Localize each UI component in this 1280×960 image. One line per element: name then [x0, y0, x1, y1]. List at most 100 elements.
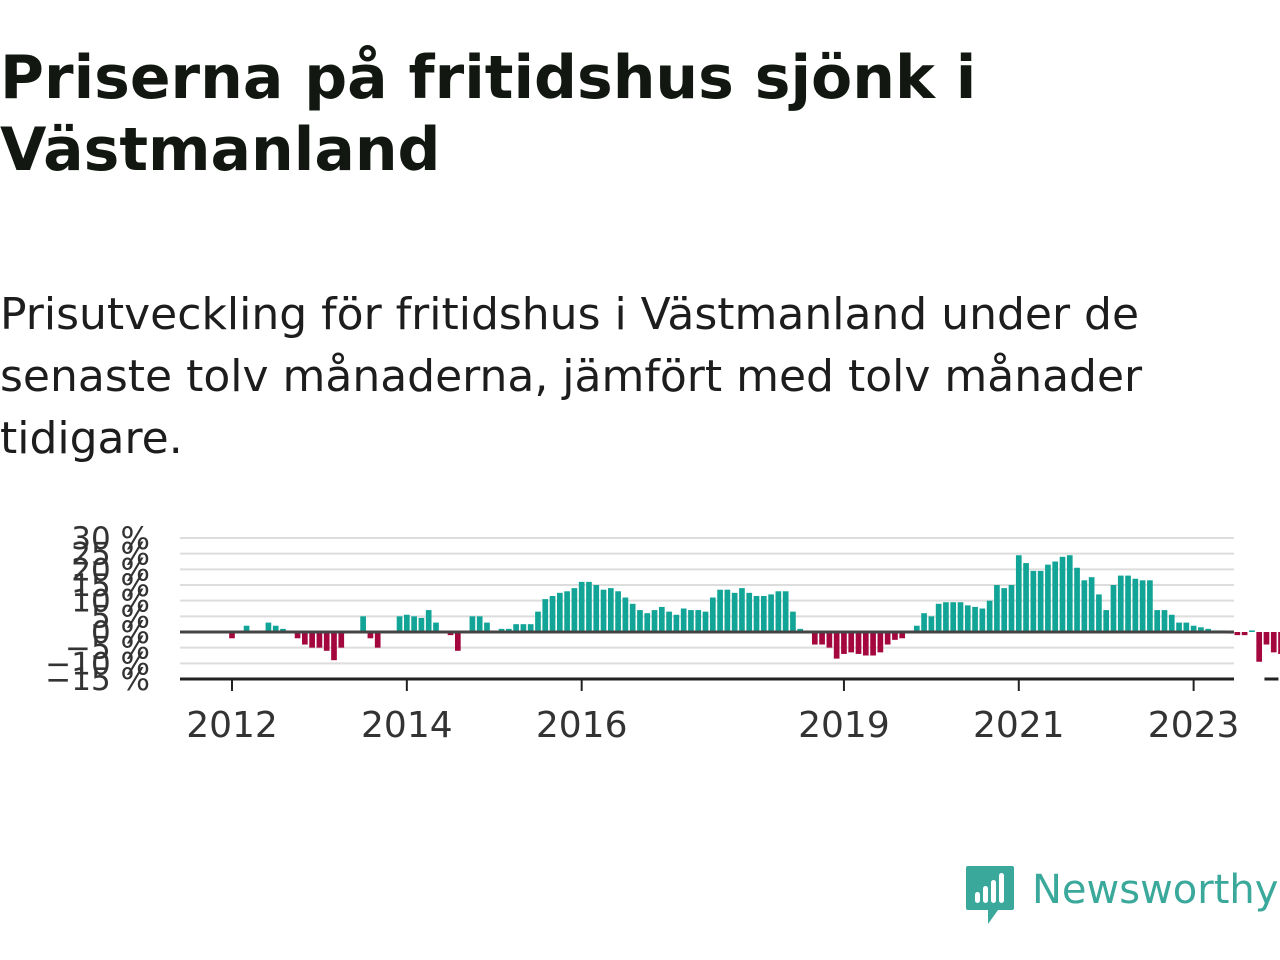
- bar: [1249, 630, 1255, 632]
- x-tick-label: 2021: [973, 705, 1065, 746]
- bar: [1154, 610, 1161, 632]
- bar: [1147, 580, 1153, 632]
- bar: [892, 632, 898, 640]
- bar: [979, 608, 986, 632]
- bar: [950, 602, 957, 632]
- bar: [1081, 580, 1088, 632]
- bar: [899, 632, 906, 639]
- bar: [862, 632, 869, 656]
- bar: [1190, 625, 1197, 632]
- x-axis: 2012201420162019202120232025: [180, 677, 1240, 746]
- bar: [833, 632, 840, 659]
- bar: [578, 581, 585, 632]
- bar: [556, 592, 563, 632]
- y-tick-label: −5 %: [65, 631, 150, 667]
- bar: [782, 591, 789, 632]
- bar: [1161, 610, 1168, 632]
- bar: [1183, 622, 1190, 632]
- bar: [1096, 594, 1102, 632]
- bar: [768, 594, 774, 632]
- bar: [622, 597, 629, 632]
- bar: [877, 632, 884, 653]
- bar: [1015, 555, 1022, 632]
- bar: [1205, 628, 1212, 632]
- annotation-background: [1272, 654, 1280, 692]
- bar: [673, 614, 680, 632]
- bar: [600, 589, 607, 632]
- bar: [972, 606, 978, 632]
- bar: [418, 617, 425, 632]
- bar: [680, 608, 687, 632]
- bar: [302, 632, 308, 645]
- bar: [527, 624, 534, 632]
- bar: [586, 581, 592, 632]
- bar: [1132, 578, 1139, 632]
- newsworthy-logo: Newsworthy: [964, 864, 1280, 928]
- bar: [884, 632, 891, 645]
- bar: [811, 632, 818, 645]
- bar: [848, 632, 855, 653]
- bar: [469, 616, 476, 632]
- y-tick-label: −10 %: [45, 646, 150, 682]
- bar: [928, 616, 935, 632]
- bar: [505, 628, 512, 632]
- bar: [396, 616, 403, 632]
- bar: [724, 589, 731, 632]
- bar: [309, 632, 315, 648]
- bar: [542, 599, 549, 632]
- bar: [935, 603, 942, 632]
- x-tick-label: 2023: [1148, 705, 1240, 746]
- bar: [637, 610, 643, 632]
- bar: [986, 600, 993, 632]
- bar: [316, 632, 323, 648]
- x-tick-label: 2019: [798, 705, 890, 746]
- bar: [367, 632, 374, 639]
- bar: [819, 632, 825, 645]
- bar: [564, 591, 570, 632]
- bar: [476, 616, 483, 632]
- bar: [957, 602, 964, 632]
- bar: [549, 595, 556, 632]
- bar: [1059, 556, 1066, 632]
- bar: [1110, 585, 1117, 632]
- bar: [454, 632, 461, 651]
- bar: [374, 632, 381, 648]
- bar: [498, 628, 505, 632]
- bar: [870, 632, 876, 656]
- y-axis-labels: −15 %−10 %−5 %0 %5 %10 %15 %20 %25 %30 %: [45, 521, 150, 698]
- bar: [717, 589, 723, 632]
- bar: [913, 625, 920, 632]
- bar: [797, 628, 804, 632]
- newsworthy-logo-icon: [966, 866, 1014, 924]
- newsworthy-logo-text: Newsworthy: [1032, 867, 1279, 913]
- bar: [520, 624, 527, 632]
- bar: [921, 613, 927, 632]
- bar: [229, 632, 235, 639]
- bar: [294, 632, 301, 639]
- bar: [1241, 632, 1248, 636]
- bar: [1117, 575, 1124, 632]
- bars: [180, 555, 1280, 662]
- bar: [1074, 567, 1080, 632]
- bar: [1023, 563, 1029, 632]
- bar: [411, 616, 417, 632]
- bar: [1045, 564, 1051, 632]
- bar: [331, 632, 337, 661]
- bar: [739, 588, 745, 632]
- y-tick-label: 30 %: [71, 521, 150, 557]
- bar: [964, 605, 971, 632]
- bar: [1168, 614, 1175, 632]
- bar: [1066, 555, 1073, 632]
- bar: [1088, 577, 1095, 632]
- bar: [1001, 588, 1008, 632]
- bar: [775, 591, 782, 632]
- bar: [243, 625, 250, 632]
- bar: [644, 613, 651, 632]
- bar: [841, 632, 847, 654]
- bar: [615, 591, 621, 632]
- bar: [323, 632, 330, 651]
- bar: [855, 632, 862, 654]
- bar: [571, 588, 578, 632]
- chart-title: Priserna på fritidshus sjönk i Västmanla…: [0, 43, 977, 185]
- bar-chart: −15 %−10 %−5 %0 %5 %10 %15 %20 %25 %30 %…: [45, 521, 1280, 746]
